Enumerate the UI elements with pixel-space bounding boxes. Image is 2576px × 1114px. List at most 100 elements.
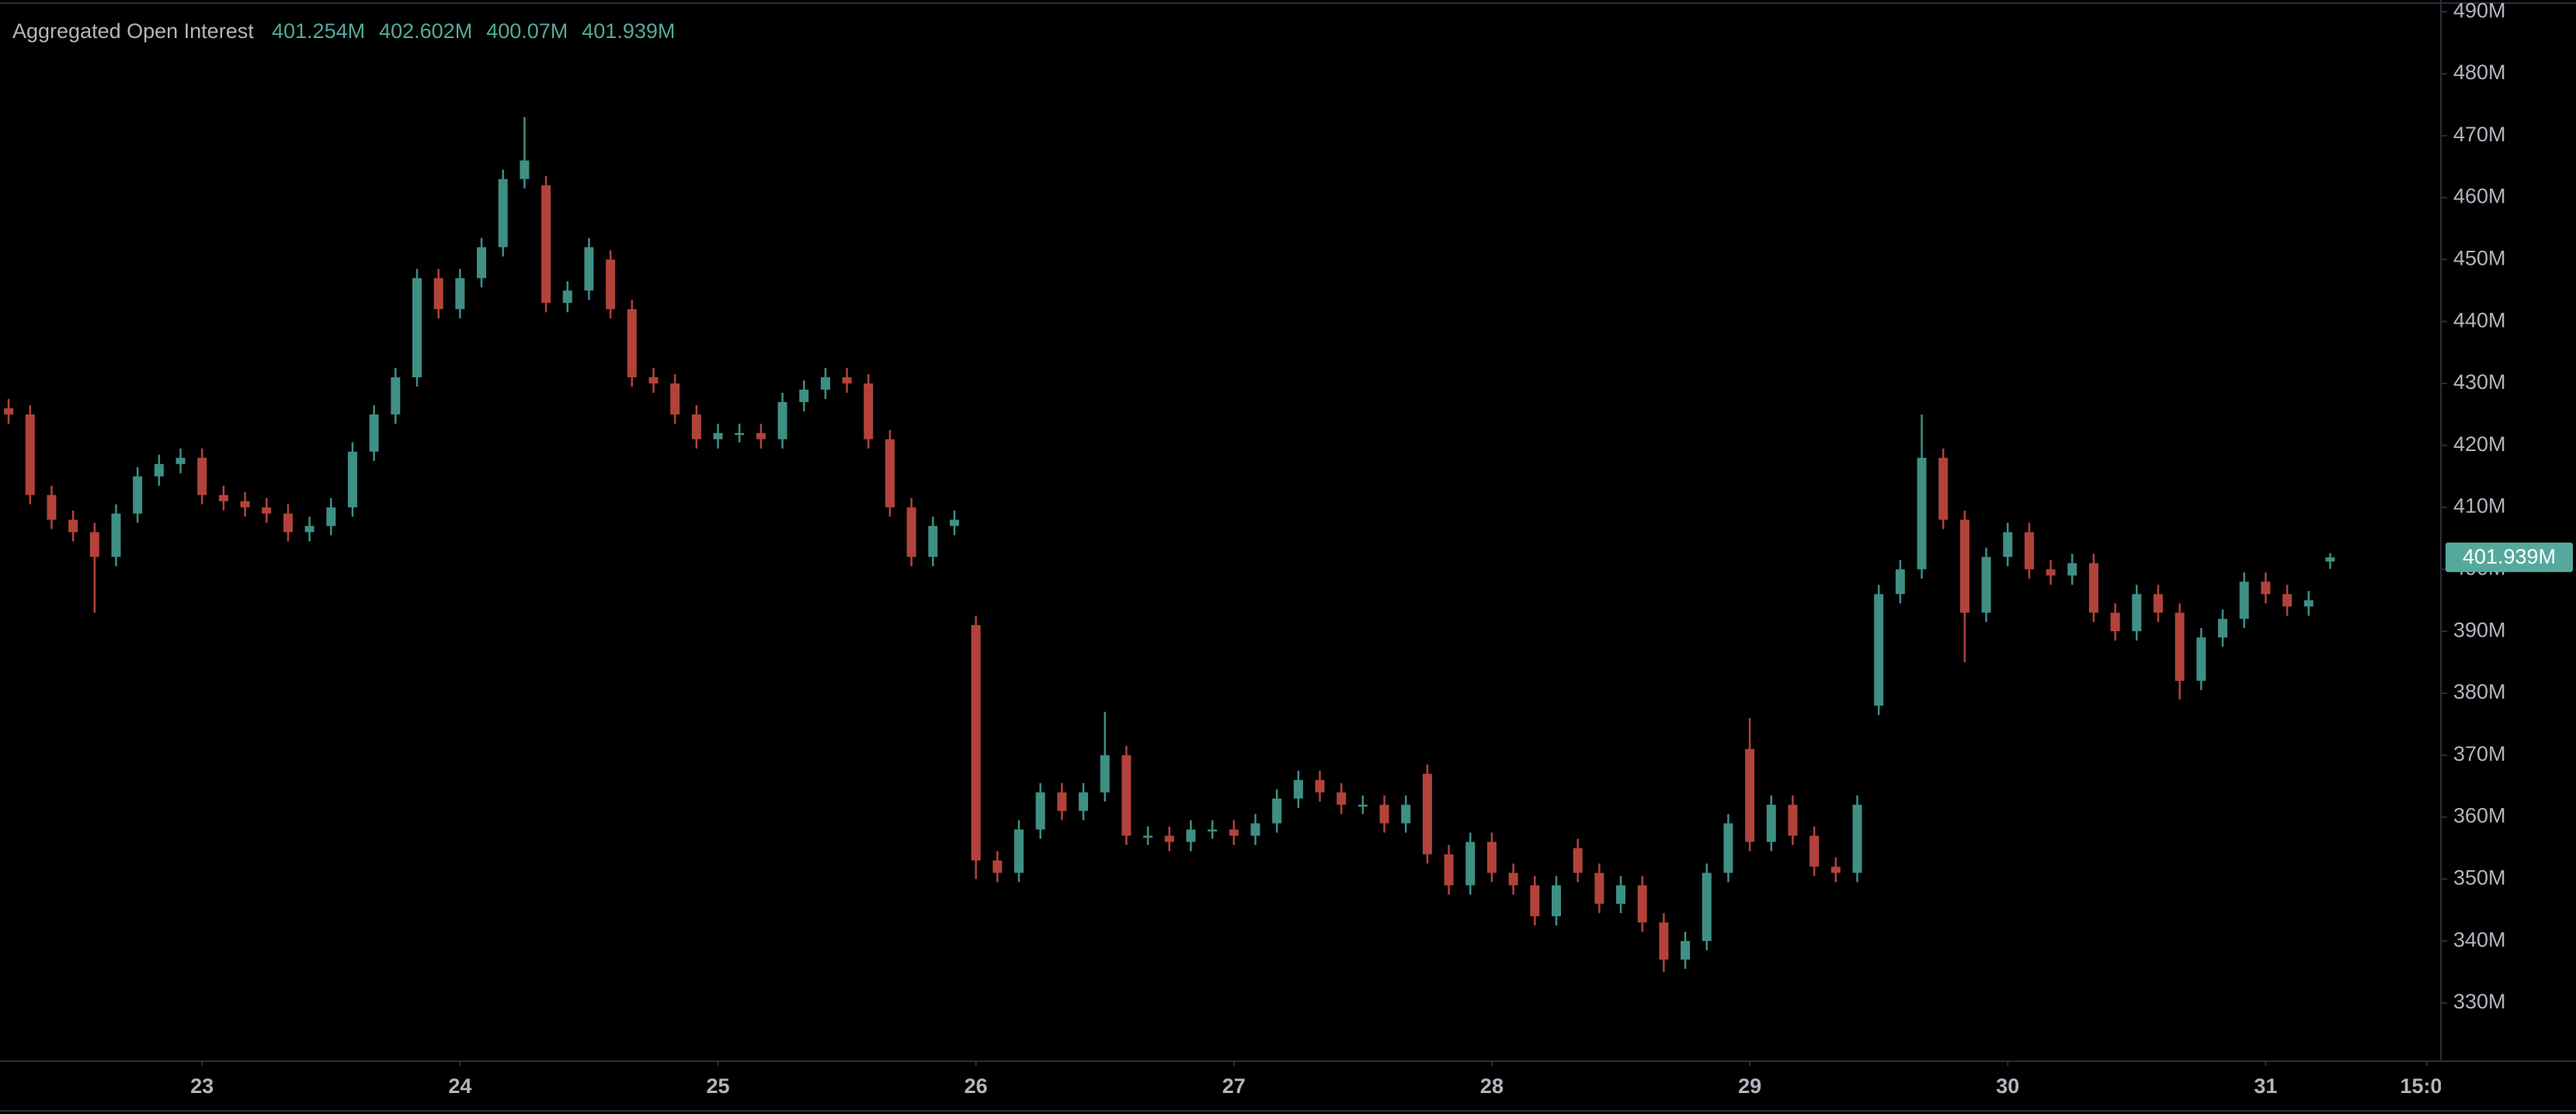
candle-body — [1895, 569, 1905, 595]
x-tick-label: 25 — [706, 1074, 729, 1098]
candle-body — [1852, 804, 1862, 873]
candle-body — [1186, 829, 1196, 842]
candle-body — [1530, 885, 1540, 917]
candle-body — [1594, 873, 1604, 904]
candle-body — [47, 495, 57, 520]
candle-body — [1379, 804, 1389, 824]
y-tick-label: 350M — [2453, 866, 2506, 890]
ohlc-value: 401.939M — [582, 19, 675, 43]
candle-body — [1551, 885, 1561, 917]
candle-body — [735, 432, 745, 436]
candle-body — [606, 259, 616, 310]
candle-body — [1917, 457, 1927, 570]
candle-body — [1100, 755, 1110, 793]
last-price-tag — [2446, 542, 2573, 572]
candle-body — [25, 414, 35, 495]
candle-body — [111, 513, 121, 557]
candle-body — [1444, 854, 1454, 886]
candle-body — [2067, 563, 2077, 576]
x-tick-label: 27 — [1222, 1074, 1246, 1098]
candle-body — [391, 377, 401, 415]
y-tick-label: 480M — [2453, 61, 2506, 84]
candle-body — [1637, 885, 1647, 923]
y-tick-label: 360M — [2453, 804, 2506, 828]
candle-body — [4, 408, 14, 415]
candle-body — [433, 278, 443, 310]
candle-body — [89, 532, 99, 557]
candle-body — [1981, 557, 1991, 613]
y-tick-label: 370M — [2453, 742, 2506, 765]
candle-body — [1616, 885, 1626, 904]
x-axis: 23 24 25 26 27 28 29 30 31 15:00 — [190, 1061, 2453, 1098]
candle-body — [756, 432, 766, 439]
candle-body — [347, 451, 357, 508]
plot-area — [4, 116, 2335, 973]
ohlc-value: 401.254M — [272, 19, 365, 43]
candle-body — [691, 414, 701, 439]
candle-body — [2174, 613, 2185, 682]
y-tick-label: 430M — [2453, 370, 2506, 394]
candle-body — [2261, 581, 2271, 595]
candle-body — [262, 507, 272, 514]
candle-body — [1293, 779, 1303, 799]
candle-body — [1014, 829, 1024, 873]
last-price-label: 401.939M — [2463, 545, 2556, 568]
y-tick-label: 340M — [2453, 928, 2506, 951]
candle-body — [842, 377, 852, 383]
candle-body — [541, 185, 551, 304]
candle-body — [949, 519, 959, 526]
candle-body — [1358, 804, 1368, 807]
candle-body — [1250, 823, 1260, 836]
candle-body — [304, 526, 315, 533]
chart-title: Aggregated Open Interest — [12, 19, 254, 43]
candle-body — [1788, 804, 1798, 836]
candle-body — [1272, 798, 1282, 824]
x-tick-label: 26 — [965, 1074, 988, 1098]
candle-body — [2218, 619, 2228, 638]
candle-body — [670, 383, 680, 415]
candle-body — [1401, 804, 1411, 824]
candle-body — [369, 414, 379, 452]
candle-body — [1508, 873, 1518, 886]
candle-body — [412, 278, 422, 377]
x-tick-label: 28 — [1480, 1074, 1504, 1098]
x-tick-label: 15:00 — [2400, 1074, 2453, 1098]
candle-body — [885, 439, 895, 508]
candle-body — [1809, 835, 1820, 867]
x-tick-label: 29 — [1738, 1074, 1761, 1098]
candle-body — [820, 377, 830, 390]
candle-body — [2046, 569, 2056, 576]
candle-body — [971, 625, 981, 861]
candle-body — [2154, 594, 2164, 613]
x-tick-label: 31 — [2254, 1074, 2277, 1098]
candle-body — [1938, 457, 1949, 520]
x-tick-label: 23 — [190, 1074, 214, 1098]
candle-body — [928, 526, 938, 557]
candle-body — [1315, 779, 1325, 793]
candle-body — [713, 432, 723, 439]
y-tick-label: 390M — [2453, 618, 2506, 641]
y-tick-label: 330M — [2453, 990, 2506, 1013]
candle-body — [777, 401, 787, 439]
candle-body — [2132, 594, 2142, 632]
candle-body — [2088, 563, 2098, 613]
candle-body — [176, 457, 186, 464]
candle-body — [584, 247, 594, 291]
candle-body — [2239, 581, 2249, 619]
y-tick-label: 440M — [2453, 308, 2506, 331]
candle-body — [1057, 792, 1067, 811]
candle-body — [240, 501, 250, 508]
y-tick-label: 490M — [2453, 0, 2506, 22]
candle-body — [1079, 792, 1089, 811]
candle-body — [1573, 848, 1583, 873]
candle-body — [1035, 792, 1045, 830]
candle-body — [627, 309, 637, 377]
candle-body — [562, 290, 572, 304]
candle-body — [133, 476, 143, 514]
candle-body — [1681, 941, 1691, 960]
candle-body — [455, 278, 465, 310]
candle-body — [498, 179, 508, 248]
candle-body — [2303, 600, 2314, 607]
